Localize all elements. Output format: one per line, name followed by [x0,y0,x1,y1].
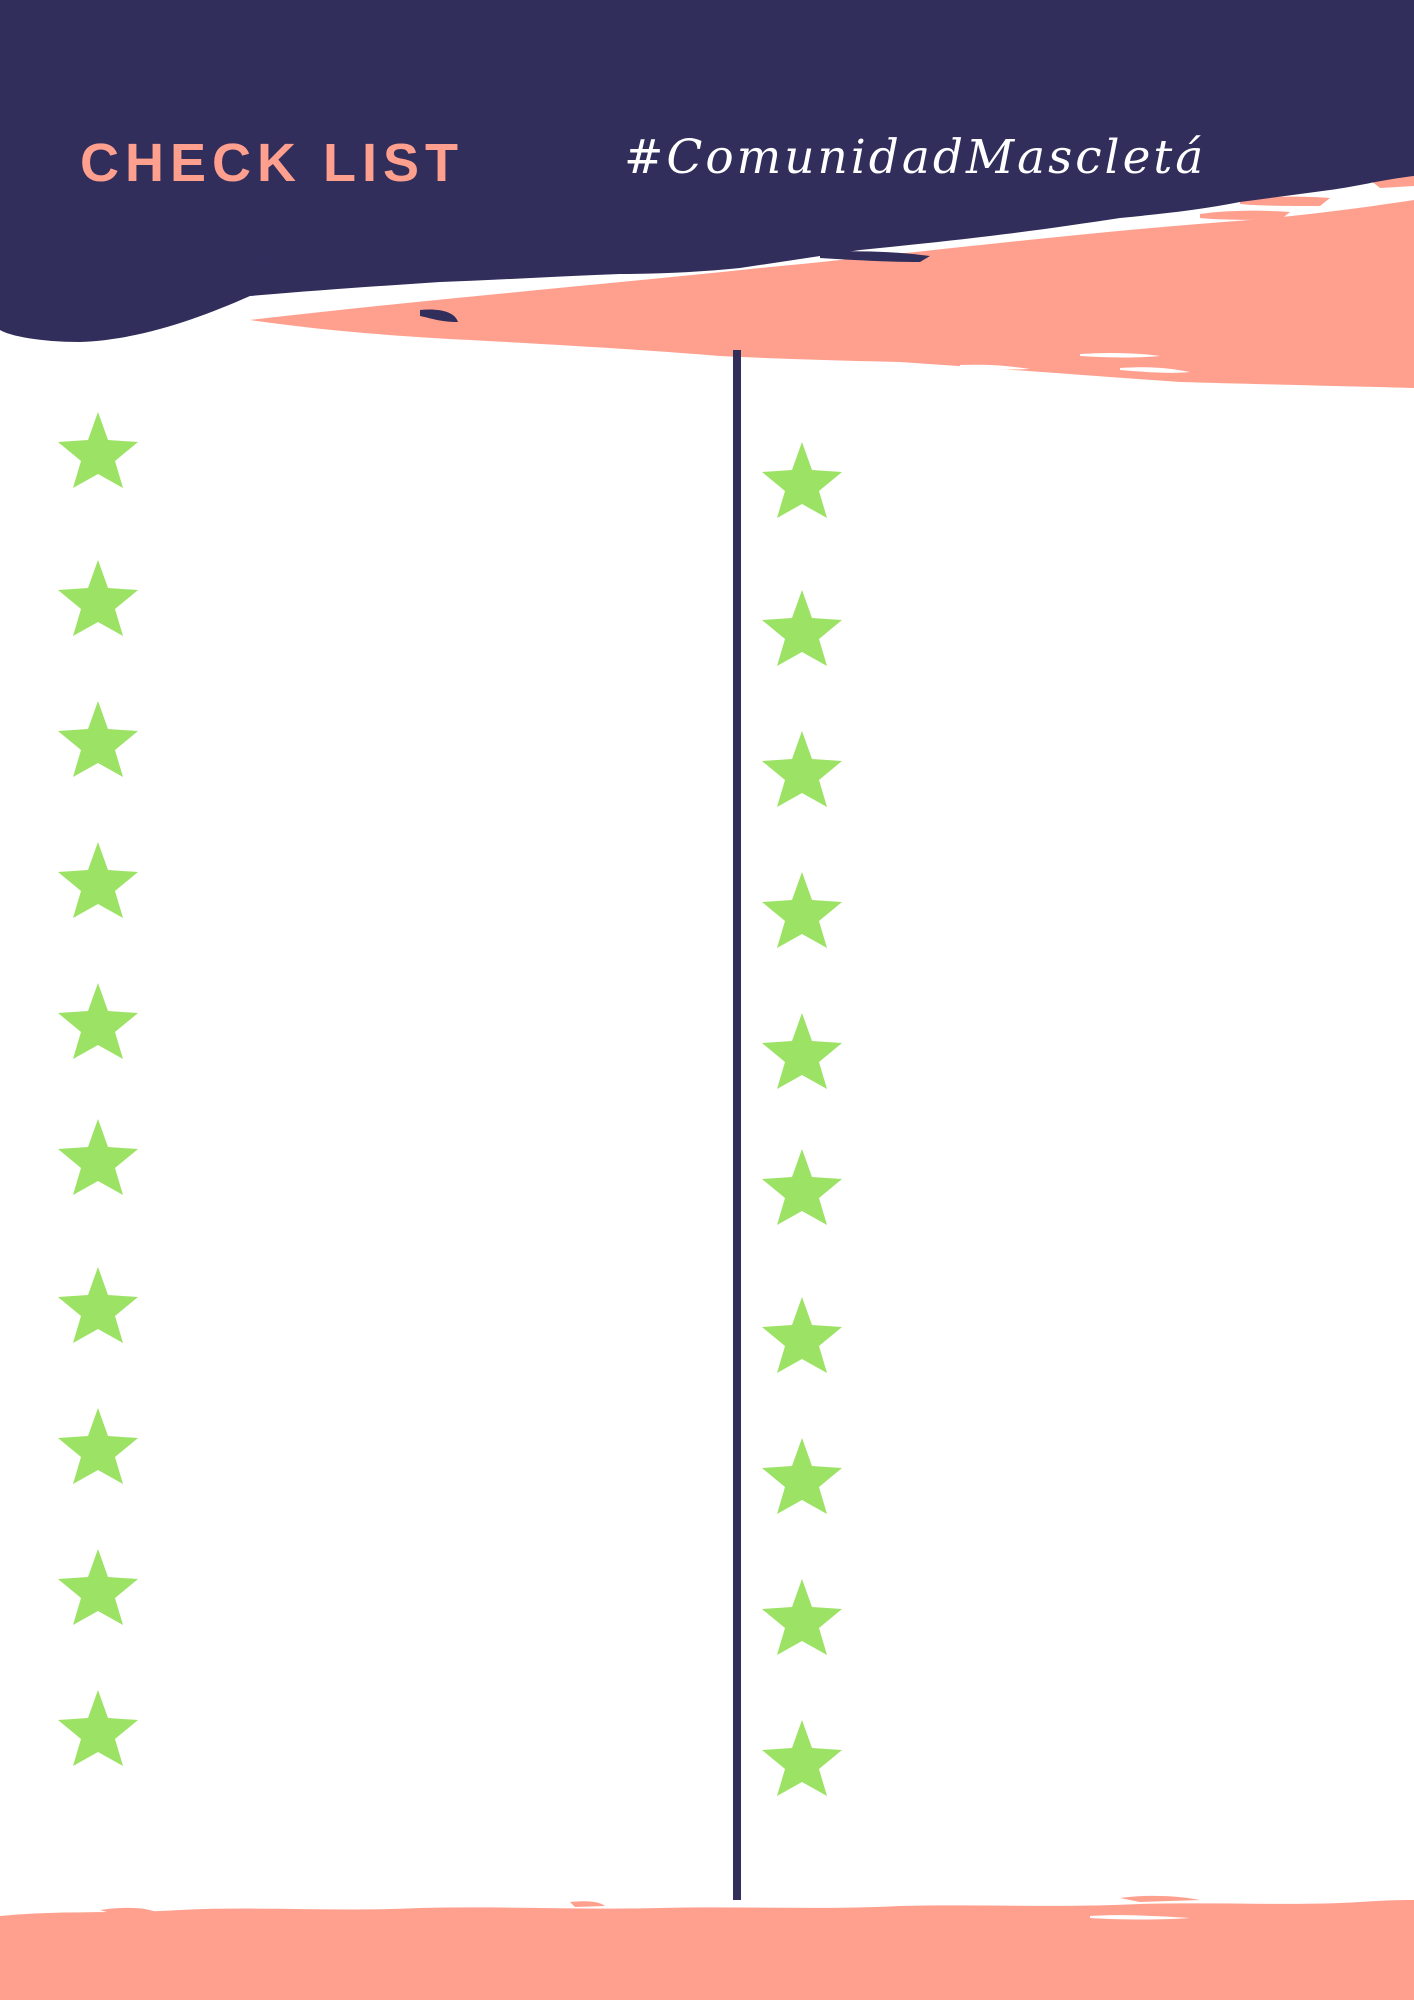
star-icon [58,1119,138,1195]
star-icon [58,1408,138,1484]
star-icon [58,1549,138,1625]
navy-header-band [0,0,1414,342]
star-icon [58,1690,138,1766]
star-icon [58,412,138,488]
star-icon [762,1297,842,1373]
star-icon [762,590,842,666]
page-title: CHECK LIST [80,133,464,193]
star-icon [762,1149,842,1225]
star-icon [58,701,138,777]
header-brush-background [0,0,1414,388]
column-divider [733,350,741,1900]
hashtag-label: #ComunidadMascletá [624,130,1207,185]
star-icon [762,1720,842,1796]
star-icon [58,560,138,636]
star-icon [762,442,842,518]
salmon-brush-stroke [250,200,1414,388]
footer-brush-stroke [0,1895,1414,2000]
star-icon [58,1267,138,1343]
star-icon [762,1438,842,1514]
star-icon [58,983,138,1059]
star-icon [762,731,842,807]
star-icon [762,1579,842,1655]
star-icon [58,842,138,918]
star-icon [762,1013,842,1089]
star-icon [762,872,842,948]
